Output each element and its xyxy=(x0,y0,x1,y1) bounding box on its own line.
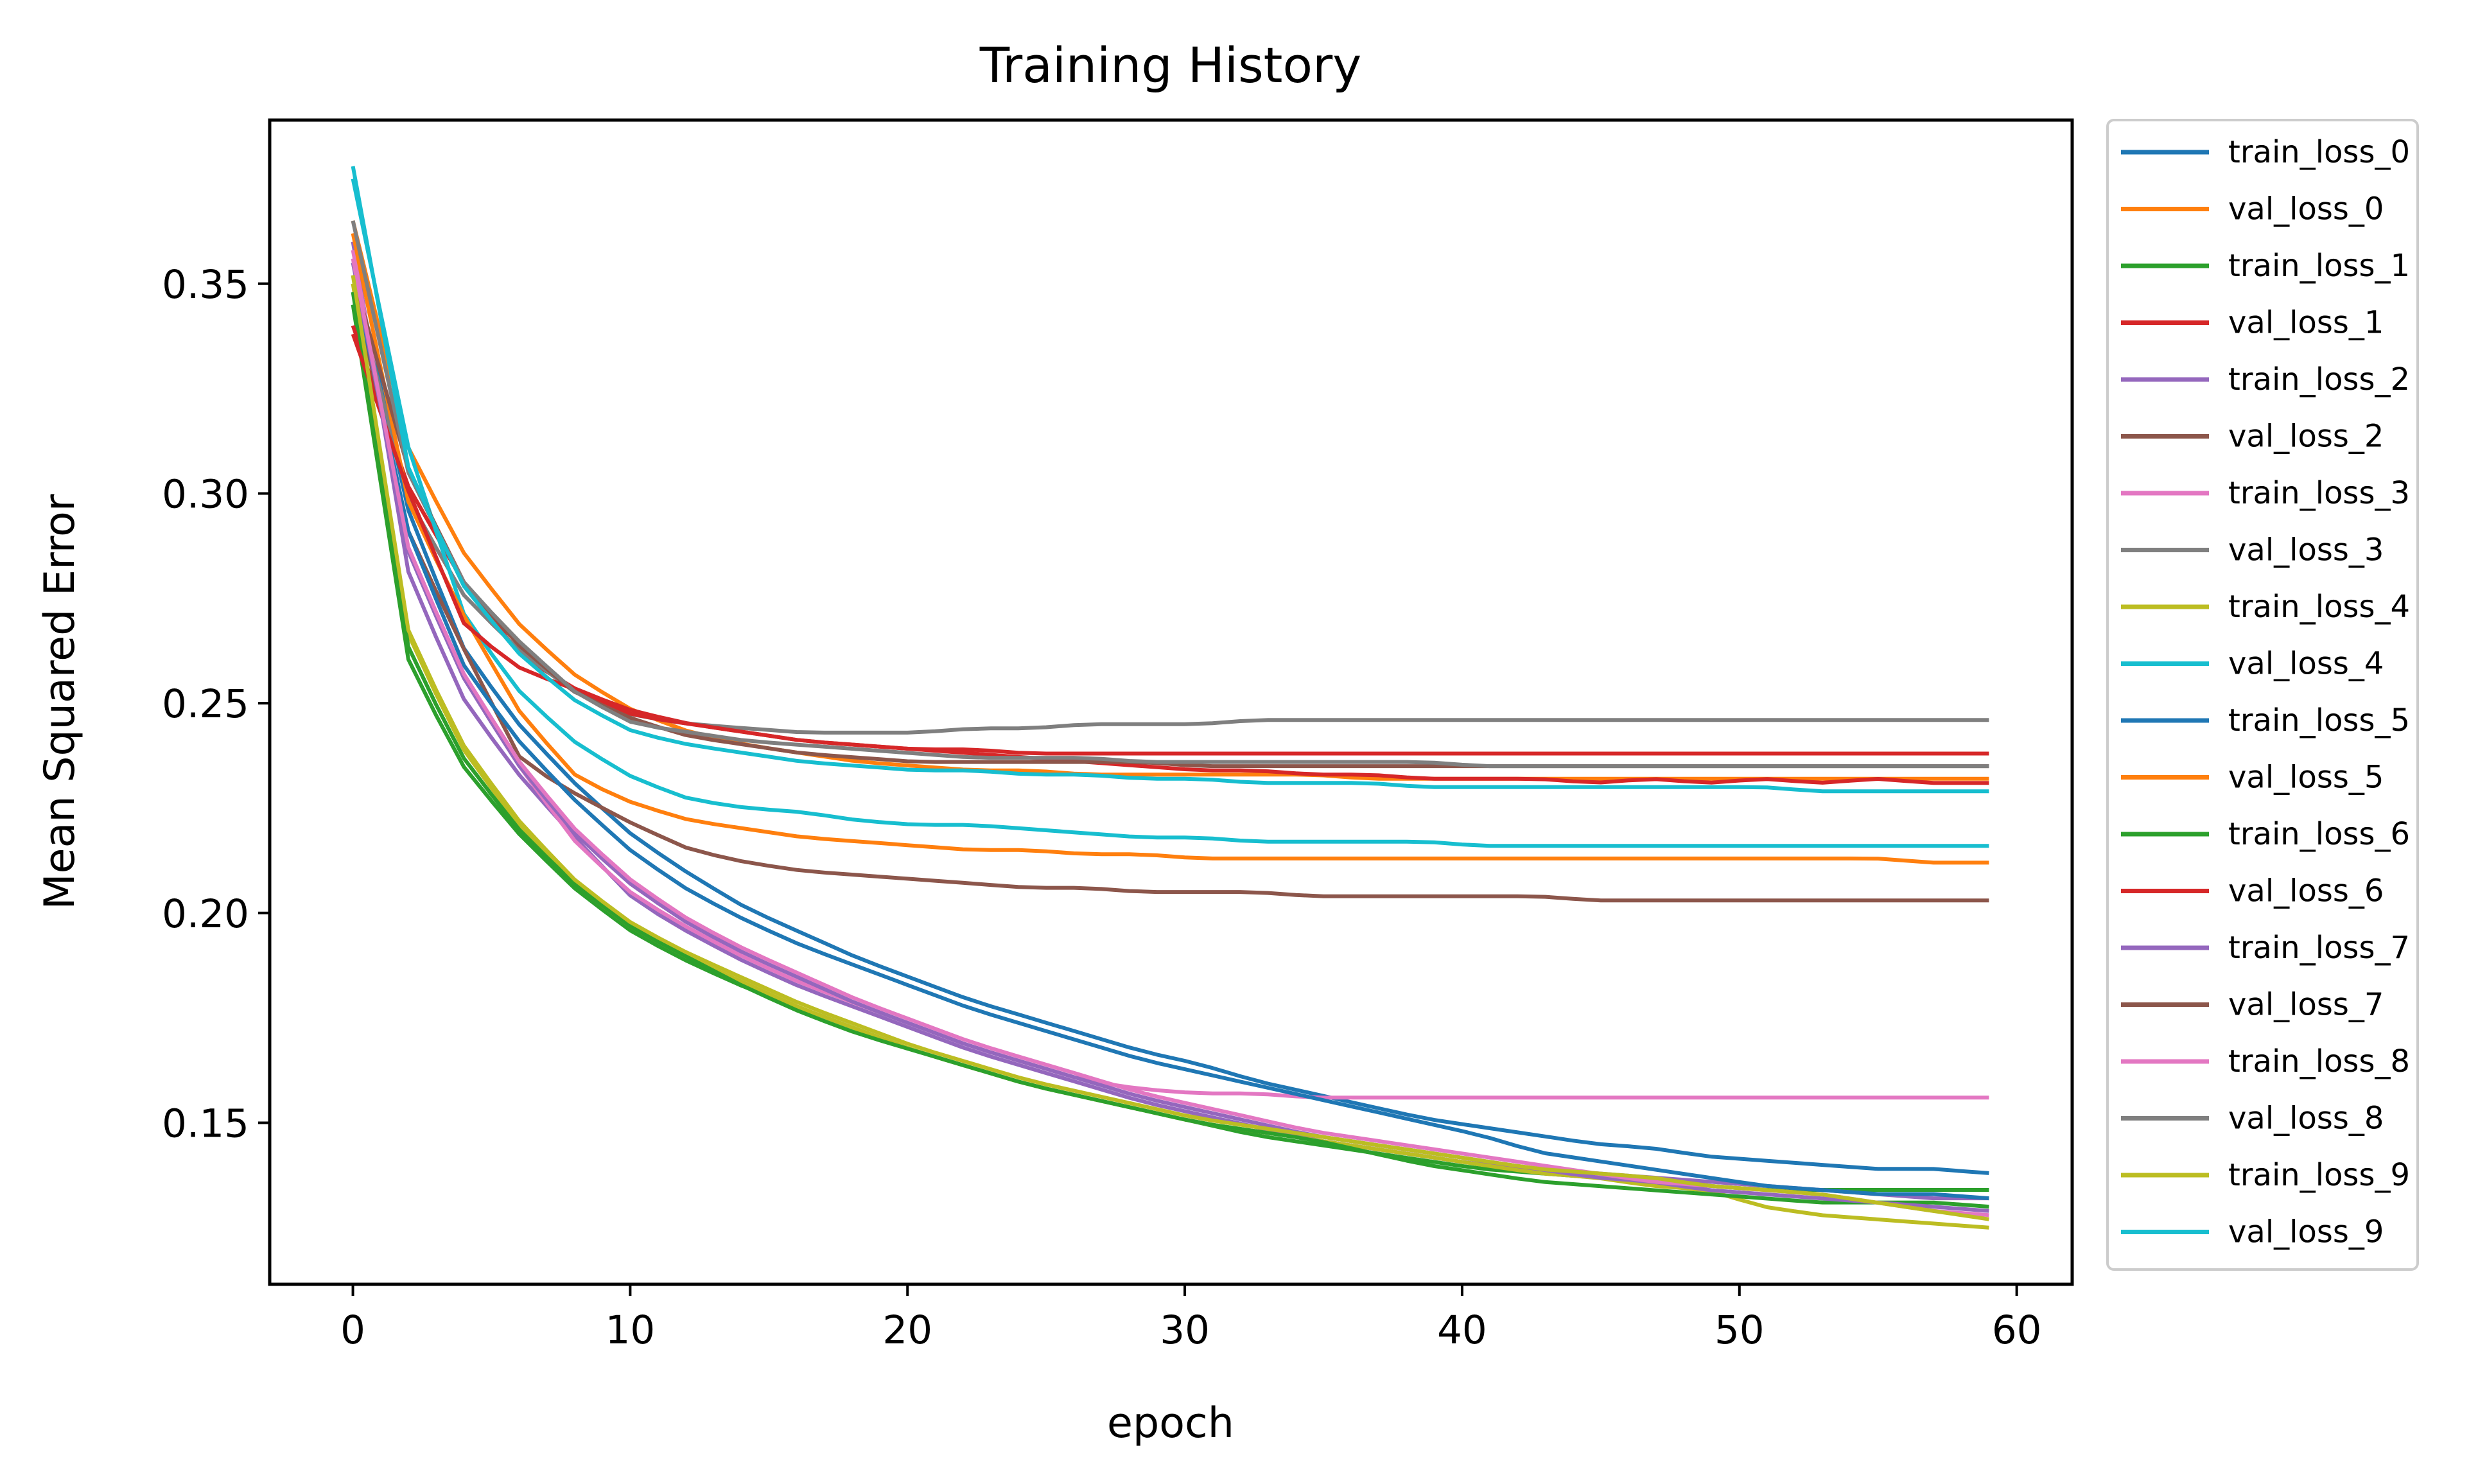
legend-label-val-loss-1: val_loss_1 xyxy=(2228,305,2384,341)
legend-items: train_loss_0 val_loss_0 train_loss_1 val_lo… xyxy=(2121,134,2410,1250)
chart-title: Training History xyxy=(979,37,1361,94)
legend-label-train-loss-4: train_loss_4 xyxy=(2228,589,2410,625)
series-line-val-loss-2 xyxy=(351,283,1989,903)
series-line-val-loss-0 xyxy=(351,220,1989,781)
legend-label-train-loss-9: train_loss_9 xyxy=(2228,1157,2410,1193)
legend-label-train-loss-6: train_loss_6 xyxy=(2228,816,2410,852)
legend-label-train-loss-2: train_loss_2 xyxy=(2228,362,2410,397)
series-line-train-loss-0 xyxy=(351,262,1989,1175)
legend-label-train-loss-0: train_loss_0 xyxy=(2228,134,2410,170)
legend-label-val-loss-9: val_loss_9 xyxy=(2228,1214,2384,1250)
legend-label-val-loss-0: val_loss_0 xyxy=(2228,191,2384,227)
series-line-train-loss-3 xyxy=(351,249,1989,1100)
x-tick-label: 60 xyxy=(1992,1307,2042,1353)
legend-label-train-loss-7: train_loss_7 xyxy=(2228,930,2410,966)
series-lines xyxy=(351,166,1989,1230)
x-tick-label: 30 xyxy=(1160,1307,1210,1353)
legend-label-val-loss-2: val_loss_2 xyxy=(2228,419,2384,455)
y-tick-label: 0.25 xyxy=(162,681,249,727)
series-line-val-loss-6 xyxy=(351,333,1989,785)
y-axis-label: Mean Squared Error xyxy=(36,494,84,909)
series-line-val-loss-9 xyxy=(351,166,1989,794)
series-line-train-loss-7 xyxy=(351,262,1989,1213)
series-line-train-loss-2 xyxy=(351,241,1989,1201)
series-line-val-loss-5 xyxy=(351,232,1989,865)
series-line-train-loss-6 xyxy=(351,292,1989,1209)
x-tick-label: 0 xyxy=(340,1307,365,1353)
series-line-val-loss-4 xyxy=(351,178,1989,848)
legend-label-val-loss-3: val_loss_3 xyxy=(2228,532,2384,568)
x-axis: 0 10 20 30 40 50 60 xyxy=(340,1284,2041,1353)
legend-label-val-loss-4: val_loss_4 xyxy=(2228,646,2384,682)
x-tick-label: 50 xyxy=(1715,1307,1765,1353)
legend-label-val-loss-6: val_loss_6 xyxy=(2228,873,2384,909)
legend-label-val-loss-8: val_loss_8 xyxy=(2228,1101,2384,1137)
legend-label-train-loss-8: train_loss_8 xyxy=(2228,1043,2410,1079)
x-axis-label: epoch xyxy=(1107,1399,1234,1447)
legend: train_loss_0 val_loss_0 train_loss_1 val_lo… xyxy=(2106,119,2419,1271)
y-tick-label: 0.35 xyxy=(162,262,249,308)
plot-area xyxy=(268,118,2074,1286)
legend-label-train-loss-1: train_loss_1 xyxy=(2228,248,2410,284)
series-line-val-loss-8 xyxy=(351,220,1989,769)
x-tick-label: 10 xyxy=(606,1307,656,1353)
x-tick-label: 20 xyxy=(882,1307,932,1353)
legend-frame xyxy=(2106,119,2419,1271)
x-tick-label: 40 xyxy=(1437,1307,1487,1353)
series-line-val-loss-1 xyxy=(351,325,1989,756)
series-line-train-loss-9 xyxy=(351,275,1989,1221)
y-tick-label: 0.15 xyxy=(162,1101,249,1146)
legend-label-train-loss-3: train_loss_3 xyxy=(2228,475,2410,511)
y-tick-label: 0.30 xyxy=(162,471,249,517)
legend-label-val-loss-7: val_loss_7 xyxy=(2228,987,2384,1023)
y-axis: 0.15 0.20 0.25 0.30 0.35 xyxy=(162,262,270,1146)
legend-label-train-loss-5: train_loss_5 xyxy=(2228,703,2410,738)
series-line-train-loss-5 xyxy=(351,275,1989,1201)
y-tick-label: 0.20 xyxy=(162,891,249,937)
legend-label-val-loss-5: val_loss_5 xyxy=(2228,760,2384,796)
